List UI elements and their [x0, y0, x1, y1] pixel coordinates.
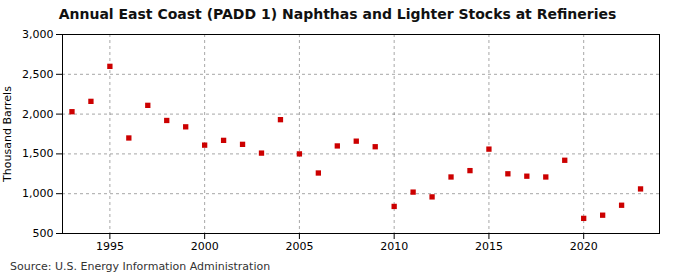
svg-text:2010: 2010 [380, 240, 408, 253]
html-text:Source: U.S. Energy Informatio: Source: U.S. Energy Information Administ… [10, 260, 271, 273]
svg-text:Thousand Barrels: Thousand Barrels [1, 86, 14, 183]
svg-text:2005: 2005 [285, 240, 313, 253]
svg-text:1,500: 1,500 [22, 147, 54, 160]
svg-text:1,000: 1,000 [22, 187, 54, 200]
svg-text:2,500: 2,500 [22, 68, 54, 81]
svg-text:2015: 2015 [475, 240, 503, 253]
svg-text:500: 500 [33, 227, 54, 240]
svg-text:2,000: 2,000 [22, 108, 54, 121]
svg-text:1995: 1995 [96, 240, 124, 253]
html-text:Annual East Coast (PADD 1) Nap: Annual East Coast (PADD 1) Naphthas and … [58, 6, 617, 22]
svg-text:2000: 2000 [191, 240, 219, 253]
svg-text:3,000: 3,000 [22, 28, 54, 41]
svg-text:2020: 2020 [570, 240, 598, 253]
